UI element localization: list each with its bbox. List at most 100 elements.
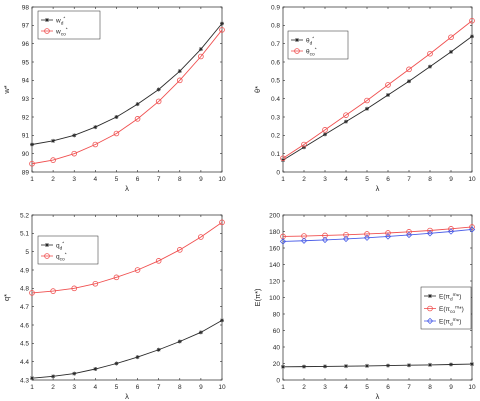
data-point xyxy=(427,50,433,57)
data-point xyxy=(385,82,391,88)
legend-marker xyxy=(426,317,434,325)
x-tick-label: 10 xyxy=(468,176,476,183)
data-point xyxy=(386,93,390,97)
x-tick-label: 9 xyxy=(449,176,453,183)
data-point xyxy=(135,102,140,107)
x-axis-label: λ xyxy=(376,184,380,193)
data-point xyxy=(177,339,182,344)
x-tick-label: 3 xyxy=(72,384,76,391)
legend-marker xyxy=(294,48,300,54)
chart-tl: 1 2 3 4 5 6 7 8 9 1089909192939495969798λw*wd*wco… xyxy=(2,4,226,193)
y-axis-label: θ* xyxy=(253,86,262,93)
y-axis-label: E(π*) xyxy=(253,288,262,307)
y-tick-label: 0 xyxy=(276,169,280,176)
y-tick-label: 94 xyxy=(22,78,30,85)
y-tick-label: 0.1 xyxy=(271,151,280,158)
y-tick-label: 0.7 xyxy=(271,41,280,48)
y-tick-label: 20 xyxy=(273,361,281,368)
data-point xyxy=(322,127,328,133)
data-point xyxy=(279,238,287,245)
legend: wd*wco* xyxy=(37,10,101,40)
x-tick-label: 2 xyxy=(51,176,55,183)
data-point xyxy=(280,155,286,162)
series-0 xyxy=(281,362,474,369)
x-tick-label: 1 xyxy=(30,384,34,391)
series-1 xyxy=(280,17,475,162)
legend-box xyxy=(37,10,101,40)
data-point xyxy=(219,27,225,33)
data-point xyxy=(30,142,34,147)
legend-label: wd* xyxy=(55,15,65,26)
x-tick-label: 10 xyxy=(468,384,476,391)
series-line xyxy=(282,226,473,237)
data-point xyxy=(470,362,474,367)
series-0 xyxy=(30,21,224,147)
y-tick-label: 60 xyxy=(273,328,281,335)
x-tick-label: 7 xyxy=(157,176,161,183)
data-point xyxy=(72,371,77,376)
data-point xyxy=(219,219,225,226)
data-point xyxy=(344,364,348,369)
y-tick-label: 0.9 xyxy=(271,4,280,11)
data-point xyxy=(198,234,204,240)
x-tick-label: 2 xyxy=(302,176,306,183)
y-tick-label: 5.1 xyxy=(20,231,29,238)
x-tick-label: 1 xyxy=(281,384,285,391)
y-tick-label: 0.6 xyxy=(271,59,280,66)
y-tick-label: 4.8 xyxy=(20,286,29,293)
x-tick-label: 8 xyxy=(428,176,432,183)
data-point xyxy=(344,119,348,124)
data-point xyxy=(134,116,141,122)
legend-marker xyxy=(427,305,433,312)
legend-box xyxy=(420,286,472,330)
data-point xyxy=(134,267,141,273)
y-axis-label: q* xyxy=(2,294,11,301)
x-tick-label: 2 xyxy=(51,384,55,391)
y-tick-label: 40 xyxy=(273,344,281,351)
data-point xyxy=(449,362,453,367)
data-point xyxy=(92,280,99,287)
x-axis-label: λ xyxy=(376,392,380,401)
y-tick-label: 5 xyxy=(25,249,29,256)
chart-tr: 1 2 3 4 5 6 7 8 9 10 0 0.1 0.2 0.3 0.4 0.5 0.6 0.7 0.8 0.9 λ… xyxy=(253,4,476,193)
data-point xyxy=(155,258,162,264)
x-tick-label: 8 xyxy=(178,384,182,391)
legend-marker xyxy=(45,18,49,22)
x-tick-label: 4 xyxy=(94,176,98,183)
y-tick-label: 91 xyxy=(22,133,30,140)
y-tick-label: 96 xyxy=(22,41,30,48)
data-point xyxy=(50,288,56,294)
data-point xyxy=(365,106,369,111)
y-tick-label: 90 xyxy=(22,151,30,158)
data-point xyxy=(93,367,98,371)
data-point xyxy=(113,130,120,137)
x-tick-label: 4 xyxy=(344,176,348,183)
data-point xyxy=(135,355,140,360)
y-tick-label: 95 xyxy=(22,59,30,66)
series-line xyxy=(31,23,223,145)
y-tick-label: 4.3 xyxy=(20,377,29,384)
series-2 xyxy=(279,226,476,245)
y-tick-label: 4.4 xyxy=(20,359,29,366)
y-tick-label: 200 xyxy=(269,212,280,219)
series-line xyxy=(31,221,223,294)
data-point xyxy=(51,138,56,143)
legend: qd*qco* xyxy=(37,235,99,265)
x-axis-label: λ xyxy=(125,184,129,193)
y-tick-label: 4.5 xyxy=(20,341,29,348)
data-point xyxy=(220,318,224,323)
data-point xyxy=(323,132,327,137)
x-tick-label: 7 xyxy=(157,384,161,391)
x-tick-label: 6 xyxy=(136,176,140,183)
data-point xyxy=(343,112,349,118)
data-point xyxy=(300,237,308,244)
legend-marker xyxy=(44,253,50,259)
data-point xyxy=(407,79,411,84)
data-point xyxy=(198,53,204,60)
data-point xyxy=(93,125,98,130)
y-tick-label: 98 xyxy=(22,4,30,11)
y-tick-label: 80 xyxy=(273,311,281,318)
data-point xyxy=(321,236,329,244)
data-point xyxy=(176,247,183,253)
